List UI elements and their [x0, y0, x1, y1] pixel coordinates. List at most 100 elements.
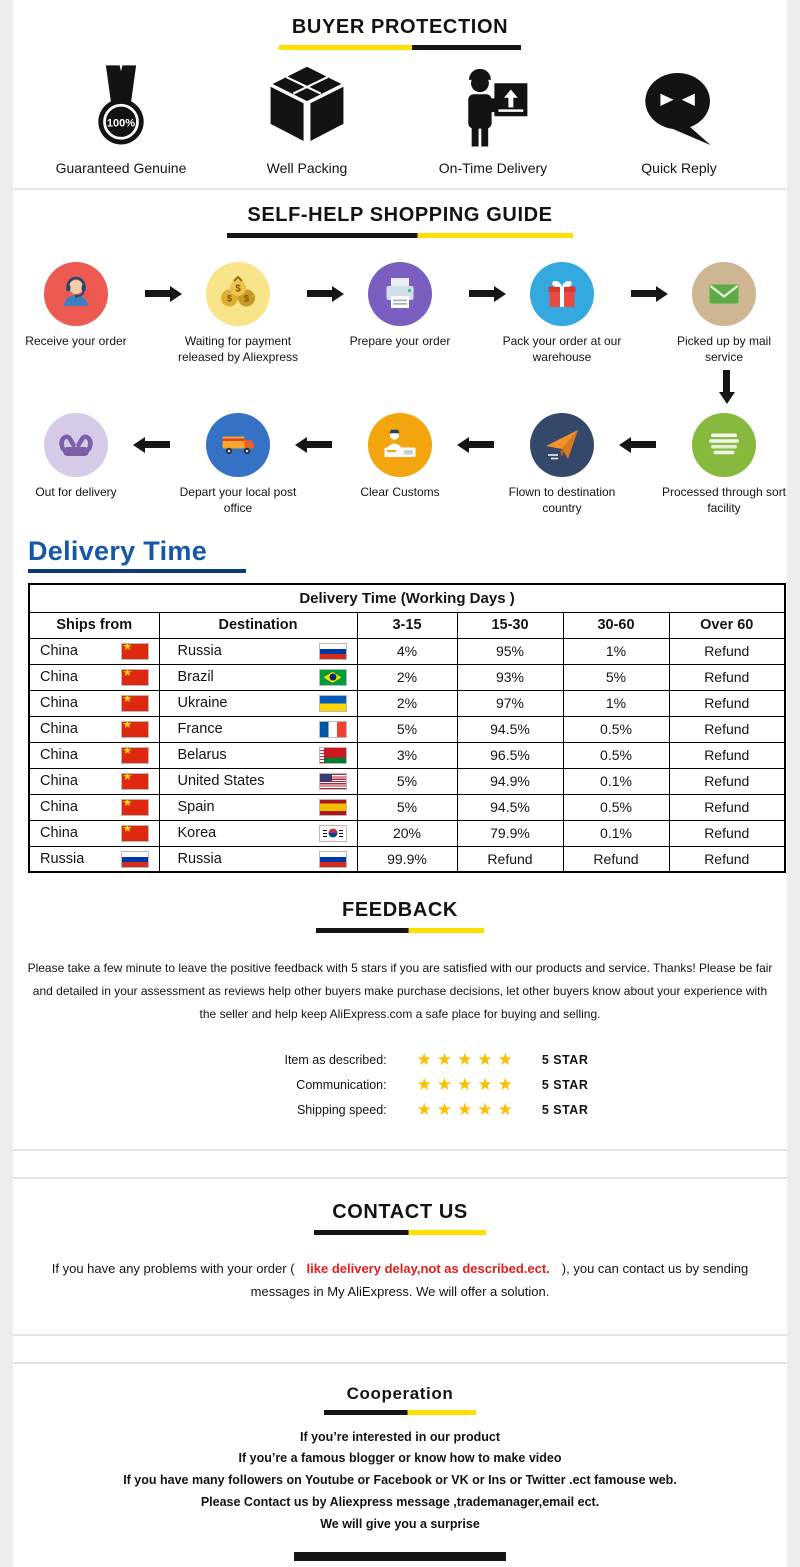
chat-bubble-icon	[635, 60, 723, 156]
col-destination: Destination	[158, 611, 358, 639]
five-stars-icon: ★★★★★	[416, 1049, 518, 1070]
belarus-flag-icon	[318, 746, 347, 764]
table-row: China France 5% 94.5% 0.5% Refund	[28, 715, 786, 743]
step-picked-up-mail: Picked up by mail service	[658, 262, 790, 365]
table-row: China United States 5% 94.9% 0.1% Refund	[28, 767, 786, 795]
truck-icon	[206, 413, 270, 478]
delivery-time-table: Delivery Time (Working Days ) Ships from…	[28, 583, 787, 874]
guide-row-2: Out for delivery Depart your local post …	[0, 413, 800, 516]
feature-label: Quick Reply	[641, 160, 717, 176]
table-title-row: Delivery Time (Working Days )	[28, 583, 786, 613]
contact-text-highlight: like delivery delay,not as described.ect…	[306, 1260, 550, 1276]
table-row: Russia Russia 99.9% Refund Refund Refund	[28, 845, 786, 873]
russia-flag-icon	[318, 642, 347, 660]
arrow-left-icon	[468, 441, 494, 449]
china-flag-icon	[120, 772, 149, 790]
step-waiting-payment: $ $ $ Waiting for payment released by Al…	[172, 262, 304, 365]
table-row: China Korea 20% 79.9% 0.1% Refund	[28, 819, 786, 847]
arrow-down-icon	[723, 370, 730, 393]
svg-text:$: $	[235, 284, 241, 295]
step-sort-facility: Processed through sort facility	[658, 413, 790, 516]
russia-flag-icon	[318, 850, 347, 868]
shopping-guide-section: SELF-HELP SHOPPING GUIDE Receive you	[0, 190, 800, 526]
feedback-paragraph: Please take a few minute to leave the po…	[27, 961, 773, 1021]
table-row: China Ukraine 2% 97% 1% Refund	[28, 689, 786, 717]
guide-row-1: Receive your order $ $ $ Waiting for pay…	[0, 262, 800, 365]
contact-paragraph: If you have any problems with your order…	[24, 1257, 776, 1304]
buyer-protection-title: BUYER PROTECTION	[291, 16, 509, 38]
medal-100-icon: 100%	[77, 60, 165, 156]
table-row: China Brazil 2% 93% 5% Refund	[28, 663, 786, 691]
korea-flag-icon	[318, 824, 347, 842]
gift-box-icon	[530, 262, 594, 326]
cooperation-line: We will give you a surprise	[320, 1517, 480, 1532]
cooperation-line: If you have many followers on Youtube or…	[123, 1473, 677, 1488]
delivery-heading-underline	[28, 569, 246, 574]
printer-icon	[368, 262, 432, 326]
left-edge-strip	[0, 0, 13, 1567]
feedback-title: FEEDBACK	[342, 899, 458, 922]
china-flag-icon	[120, 694, 149, 712]
russia-flag-icon	[120, 850, 149, 868]
hands-icon	[44, 413, 108, 478]
arrow-left-icon	[306, 441, 332, 449]
china-flag-icon	[120, 720, 149, 738]
feature-well-packing: Well Packing	[219, 60, 395, 176]
china-flag-icon	[120, 668, 149, 686]
buyer-features: 100% Guaranteed Genuine	[0, 50, 800, 180]
contact-text-before: If you have any problems with your order…	[51, 1260, 295, 1276]
buyer-protection-section: BUYER PROTECTION 100% Guaranteed Genuine	[0, 0, 800, 190]
step-pack-order: Pack your order at our warehouse	[496, 262, 628, 365]
feature-label: Guaranteed Genuine	[55, 160, 187, 176]
rating-communication: Communication: ★★★★★ 5 STAR	[296, 1074, 589, 1095]
title-underline	[324, 1409, 476, 1415]
feature-quick-reply: Quick Reply	[591, 60, 767, 176]
step-out-for-delivery: Out for delivery	[10, 413, 142, 501]
title-underline	[227, 233, 573, 238]
feature-guaranteed-genuine: 100% Guaranteed Genuine	[33, 60, 209, 176]
svg-text:$: $	[244, 294, 249, 304]
rating-item-described: Item as described: ★★★★★ 5 STAR	[284, 1049, 589, 1070]
step-receive-order: Receive your order	[10, 262, 142, 350]
delivery-person-icon	[449, 60, 537, 156]
feature-on-time-delivery: On-Time Delivery	[405, 60, 581, 176]
step-prepare-order: Prepare your order	[334, 262, 466, 350]
col-ships-from: Ships from	[28, 611, 160, 639]
title-underline	[279, 45, 521, 50]
ukraine-flag-icon	[318, 694, 347, 712]
envelope-icon	[692, 262, 756, 326]
feedback-section: FEEDBACK Please take a few minute to lea…	[0, 873, 800, 1179]
section-divider	[0, 188, 800, 190]
arrow-right-icon	[306, 290, 332, 297]
table-title: Delivery Time (Working Days )	[28, 583, 786, 613]
arrow-left-icon	[144, 441, 170, 449]
section-divider	[0, 1333, 800, 1364]
sort-facility-icon	[692, 413, 756, 478]
arrow-right-icon	[144, 290, 170, 297]
delivery-time-section: Delivery Time Delivery Time (Working Day…	[0, 526, 800, 874]
rating-shipping-speed: Shipping speed: ★★★★★ 5 STAR	[296, 1099, 589, 1120]
title-underline	[314, 1229, 486, 1235]
right-edge-strip	[787, 0, 800, 1567]
col-over-60: Over 60	[668, 611, 786, 639]
delivery-time-heading: Delivery Time	[28, 536, 208, 567]
brazil-flag-icon	[318, 668, 347, 686]
table-row: China Russia 4% 95% 1% Refund	[28, 637, 786, 665]
money-bags-icon: $ $ $	[206, 262, 270, 326]
col-3-15: 3-15	[356, 611, 458, 639]
china-flag-icon	[120, 824, 149, 842]
svg-text:$: $	[227, 294, 232, 304]
table-header-row: Ships from Destination 3-15 15-30 30-60 …	[28, 611, 786, 639]
feature-label: Well Packing	[266, 160, 348, 176]
arrow-right-icon	[468, 290, 494, 297]
arrow-left-icon	[630, 441, 656, 449]
bottom-cut-bar	[294, 1551, 506, 1561]
shopping-guide-title: SELF-HELP SHOPPING GUIDE	[247, 204, 553, 226]
support-agent-icon	[44, 262, 108, 326]
step-depart-post-office: Depart your local post office	[172, 413, 304, 516]
section-divider	[0, 1148, 800, 1179]
contact-us-section: CONTACT US If you have any problems with…	[0, 1179, 800, 1364]
table-row: China Belarus 3% 96.5% 0.5% Refund	[28, 741, 786, 769]
contact-text-after: ), you can contact us by sending message…	[250, 1260, 749, 1300]
